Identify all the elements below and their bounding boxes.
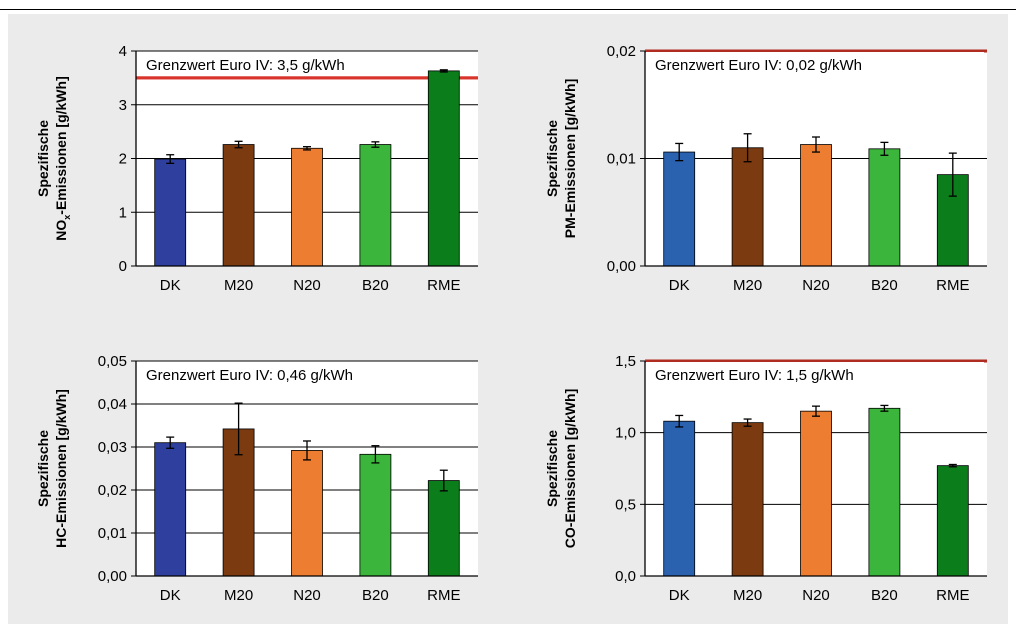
nox-y-tick-label: 0 [119, 258, 127, 275]
hc-bar [291, 450, 323, 577]
hc-x-tick-label: M20 [224, 587, 253, 604]
pm-bar [663, 151, 696, 267]
nox-bar [359, 144, 392, 267]
pm-bar [800, 144, 832, 267]
nox-bar [427, 70, 460, 267]
co-annotation: Grenzwert Euro IV: 1,5 g/kWh [655, 367, 854, 384]
co-x-tick-label: N20 [802, 587, 830, 604]
nox-bar [222, 144, 255, 267]
pm-x-tick-label: M20 [733, 277, 762, 294]
co-x-tick-label: B20 [871, 587, 898, 604]
hc-x-tick-label: B20 [362, 587, 389, 604]
nox-bar [154, 158, 187, 267]
nox-x-tick-label: DK [160, 277, 181, 294]
hc-chart: 0,00 0,01 0,02 0,03 0,04 0,05 Grenzwert Euro I… [35, 353, 478, 604]
nox-annotation: Grenzwert Euro IV: 3,5 g/kWh [146, 57, 345, 74]
pm-y-label-line1: Spezifische [544, 120, 560, 197]
nox-x-tick-label: RME [427, 277, 460, 294]
pm-y-label-line2: PM-Emissionen [g/kWh] [562, 79, 578, 238]
co-y-tick-label: 0,0 [615, 568, 636, 585]
pm-y-tick-label: 0,02 [607, 43, 636, 60]
co-bar [936, 465, 969, 577]
nox-y-tick-label: 1 [119, 204, 127, 221]
nox-y-label-main: NO [53, 220, 69, 241]
hc-y-label-line1: Spezifische [35, 430, 51, 507]
pm-x-tick-label: RME [936, 277, 969, 294]
co-y-tick-label: 1,0 [615, 425, 636, 442]
nox-x-tick-label: N20 [293, 277, 321, 294]
pm-x-tick-label: B20 [871, 277, 898, 294]
nox-y-label-rest: -Emissionen [g/kWh] [53, 76, 69, 214]
nox-y-tick-label: 4 [119, 43, 127, 60]
nox-y-label-line2: NOx-Emissionen [g/kWh] [53, 76, 72, 240]
hc-y-label-line2: HC-Emissionen [g/kWh] [53, 389, 69, 548]
figure-panel: 0 1 2 3 4 Grenzwert Euro IV: 3,5 g/kWh DK M20 N2… [8, 14, 1008, 624]
pm-bar [731, 147, 764, 267]
pm-y-tick-label: 0,00 [607, 258, 636, 275]
nox-y-label-subscript: x [62, 215, 72, 220]
co-bar [731, 422, 764, 577]
co-x-tick-label: DK [669, 587, 690, 604]
co-bar [663, 420, 696, 577]
co-y-tick-label: 0,5 [615, 496, 636, 513]
hc-y-tick-label: 0,05 [98, 353, 127, 370]
hc-y-axis-label: Spezifische HC-Emissionen [g/kWh] [35, 389, 69, 548]
pm-x-tick-label: DK [669, 277, 690, 294]
co-y-tick-label: 1,5 [615, 353, 636, 370]
nox-y-tick-label: 2 [119, 151, 127, 168]
hc-x-tick-label: RME [427, 587, 460, 604]
pm-x-tick-label: N20 [802, 277, 830, 294]
nox-x-tick-label: M20 [224, 277, 253, 294]
hc-x-tick-label: N20 [293, 587, 321, 604]
nox-x-tick-label: B20 [362, 277, 389, 294]
nox-chart: 0 1 2 3 4 Grenzwert Euro IV: 3,5 g/kWh DK M20 N2… [35, 43, 478, 294]
pm-chart: 0,00 0,01 0,02 Grenzwert Euro IV: 0,02 g/kW… [544, 43, 987, 294]
pm-annotation-box [646, 52, 984, 76]
hc-annotation: Grenzwert Euro IV: 0,46 g/kWh [146, 367, 353, 384]
nox-annotation-box [137, 52, 475, 76]
hc-y-tick-label: 0,04 [98, 396, 127, 413]
nox-bar [291, 147, 323, 267]
hc-bar [359, 453, 392, 577]
hc-x-tick-label: DK [160, 587, 181, 604]
co-y-label-line2: CO-Emissionen [g/kWh] [562, 389, 578, 548]
co-x-tick-label: M20 [733, 587, 762, 604]
co-y-label-main: CO-Emissionen [g/kWh] [562, 389, 578, 548]
pm-y-axis-label: Spezifische PM-Emissionen [g/kWh] [544, 79, 578, 238]
co-x-tick-label: RME [936, 587, 969, 604]
co-y-axis-label: Spezifische CO-Emissionen [g/kWh] [544, 389, 578, 548]
figure-svg: 0 1 2 3 4 Grenzwert Euro IV: 3,5 g/kWh DK M20 N2… [35, 43, 987, 604]
co-chart: 0,0 0,5 1,0 1,5 Grenzwert Euro IV: 1,5 g/kWh… [544, 353, 987, 604]
hc-bar [154, 442, 187, 577]
hc-y-tick-label: 0,03 [98, 439, 127, 456]
top-rule [0, 9, 1016, 10]
co-bar [800, 410, 832, 577]
co-annotation-box [646, 362, 984, 386]
nox-y-tick-label: 3 [119, 97, 127, 114]
hc-y-tick-label: 0,01 [98, 525, 127, 542]
co-bar [868, 407, 901, 577]
pm-annotation: Grenzwert Euro IV: 0,02 g/kWh [655, 57, 862, 74]
hc-y-label-main: HC-Emissionen [g/kWh] [53, 389, 69, 548]
hc-y-tick-label: 0,00 [98, 568, 127, 585]
pm-y-label-main: PM-Emissionen [g/kWh] [562, 79, 578, 238]
hc-annotation-box [137, 362, 475, 386]
hc-bar [427, 480, 460, 577]
hc-y-tick-label: 0,02 [98, 482, 127, 499]
pm-y-tick-label: 0,01 [607, 151, 636, 168]
nox-y-label-line1: Spezifische [35, 120, 51, 197]
co-y-label-line1: Spezifische [544, 430, 560, 507]
pm-bar [868, 148, 901, 267]
